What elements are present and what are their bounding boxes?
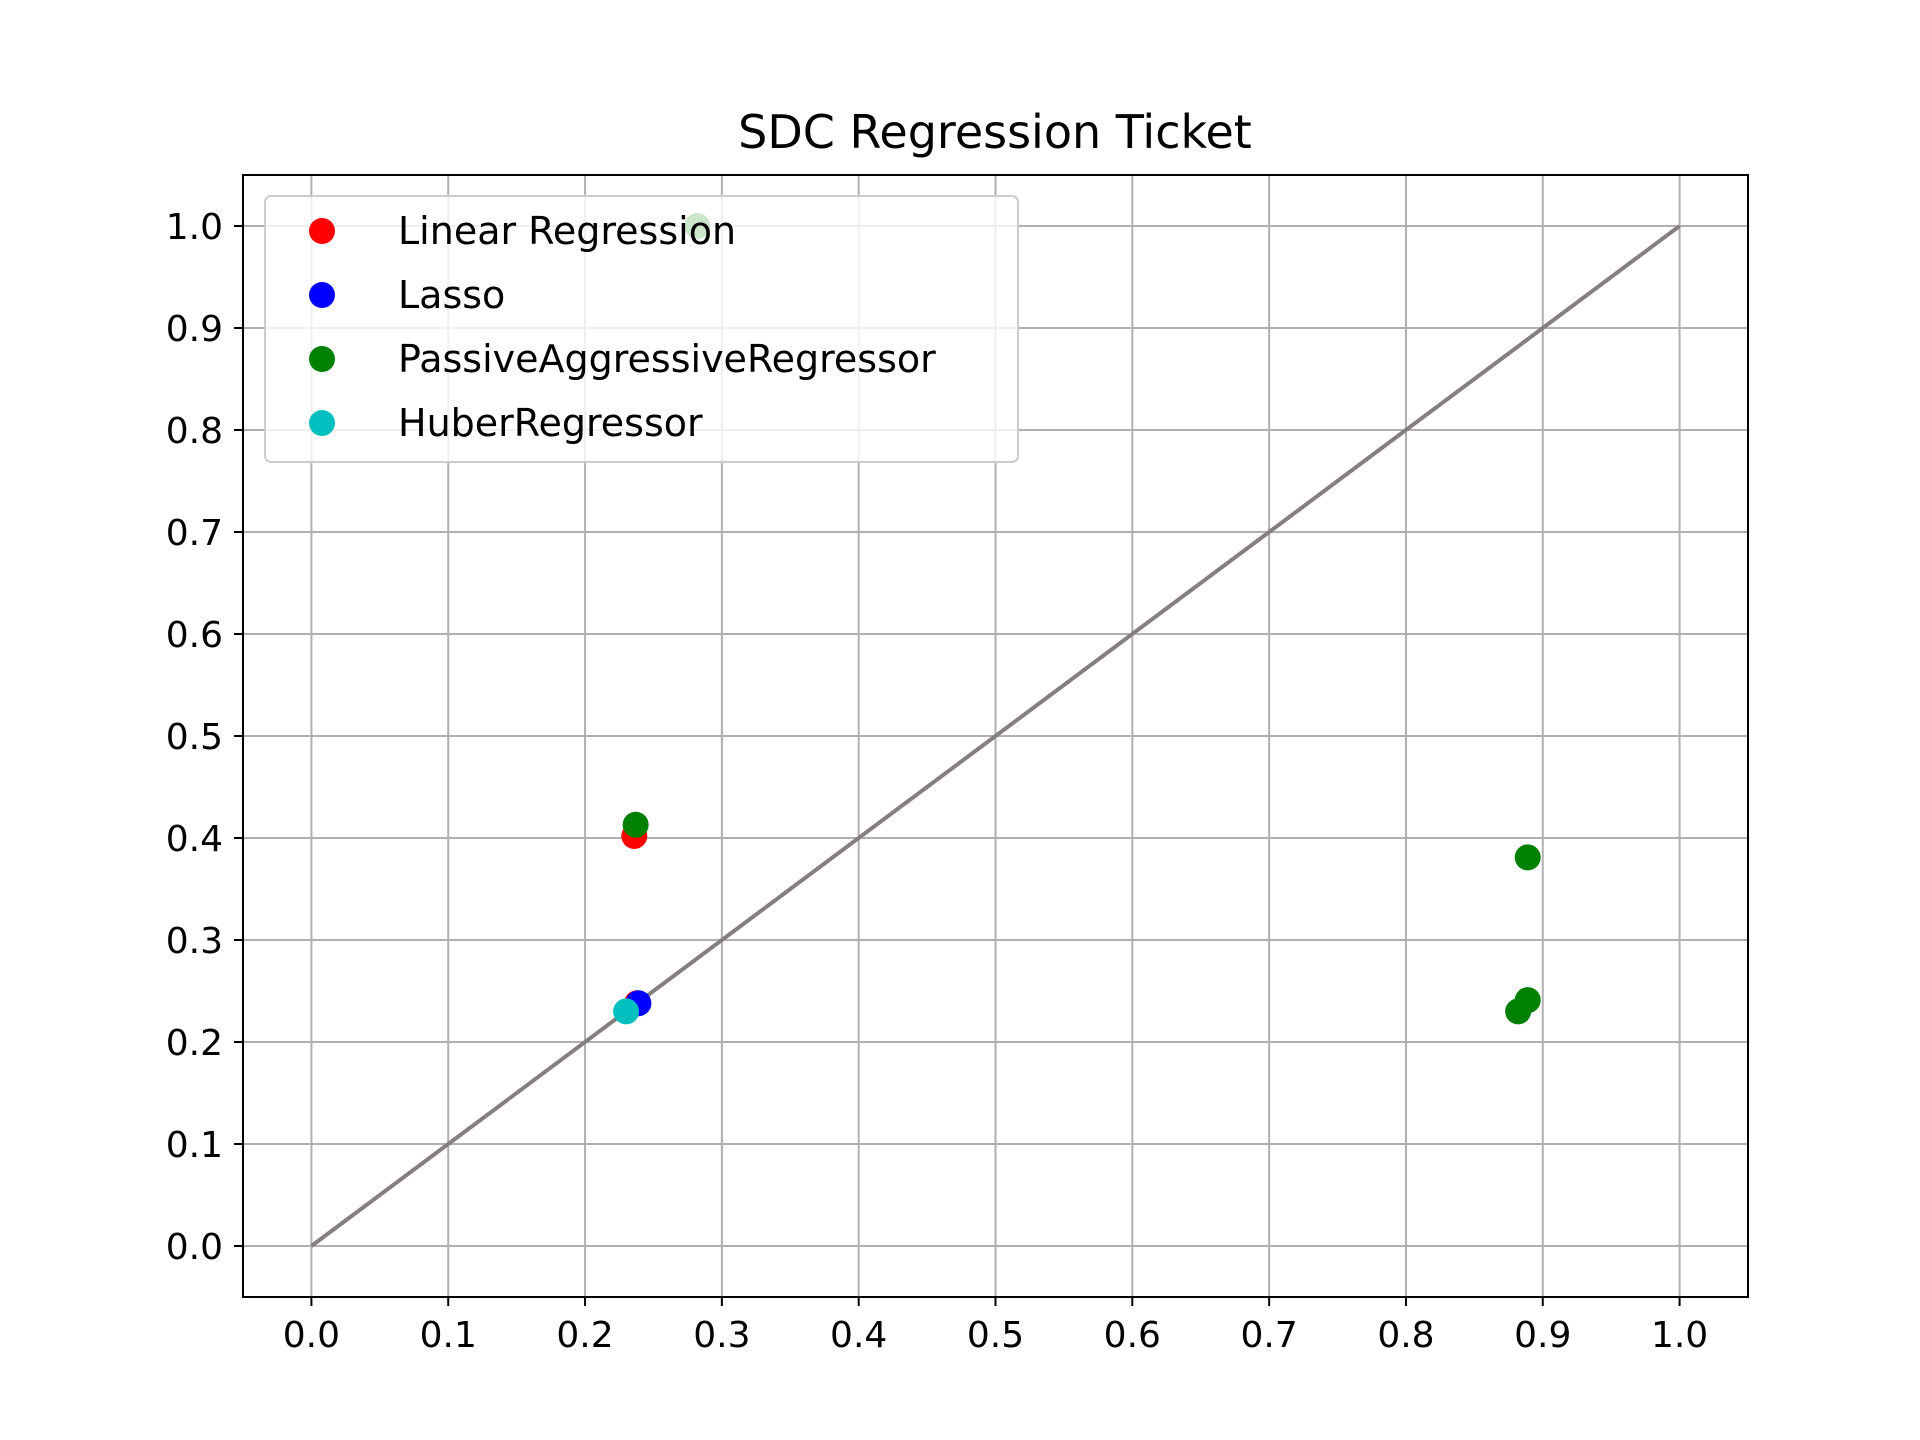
y-axis-ticks: 0.0 0.1 0.2 0.3 0.4 0.5 0.6 0.7 0.8 0.9 1.0 — [166, 207, 243, 1268]
legend-marker — [309, 282, 335, 308]
y-tick-label: 0.3 — [166, 921, 223, 962]
data-point — [613, 998, 640, 1025]
y-tick-label: 0.8 — [166, 411, 223, 452]
reference-line — [310, 224, 1681, 1248]
x-tick-label: 0.3 — [693, 1315, 750, 1356]
y-tick-label: 0.7 — [166, 513, 223, 554]
legend-marker — [309, 346, 335, 372]
y-tick-label: 0.2 — [166, 1023, 223, 1064]
data-point — [622, 811, 649, 838]
legend: Linear Regression Lasso PassiveAggressiveR… — [264, 195, 1019, 463]
x-tick-label: 0.2 — [556, 1315, 613, 1356]
x-axis-ticks: 0.0 0.1 0.2 0.3 0.4 0.5 0.6 0.7 0.8 0.9 1.0 — [283, 1297, 1708, 1356]
x-tick-label: 0.7 — [1241, 1315, 1298, 1356]
legend-label: HuberRegressor — [398, 401, 703, 445]
legend-label: Linear Regression — [398, 209, 736, 253]
x-tick-label: 0.4 — [830, 1315, 887, 1356]
x-tick-label: 0.0 — [283, 1315, 340, 1356]
legend-marker — [309, 218, 335, 244]
legend-box — [264, 195, 1019, 463]
reference-line-layer — [310, 224, 1681, 1248]
x-tick-label: 0.8 — [1377, 1315, 1434, 1356]
data-point — [1514, 844, 1541, 871]
data-point — [1505, 998, 1532, 1025]
x-tick-label: 1.0 — [1651, 1315, 1708, 1356]
y-tick-label: 0.5 — [166, 717, 223, 758]
y-tick-label: 0.1 — [166, 1125, 223, 1166]
y-tick-label: 0.0 — [166, 1227, 223, 1268]
x-tick-label: 0.1 — [420, 1315, 477, 1356]
legend-label: Lasso — [398, 273, 505, 317]
legend-label: PassiveAggressiveRegressor — [398, 337, 936, 381]
legend-marker — [309, 410, 335, 436]
x-tick-label: 0.5 — [967, 1315, 1024, 1356]
y-tick-label: 0.6 — [166, 615, 223, 656]
y-tick-label: 0.9 — [166, 309, 223, 350]
y-tick-label: 1.0 — [166, 207, 223, 248]
x-tick-label: 0.6 — [1104, 1315, 1161, 1356]
y-tick-label: 0.4 — [166, 819, 223, 860]
chart-title: SDC Regression Ticket — [738, 105, 1252, 159]
x-tick-label: 0.9 — [1514, 1315, 1571, 1356]
